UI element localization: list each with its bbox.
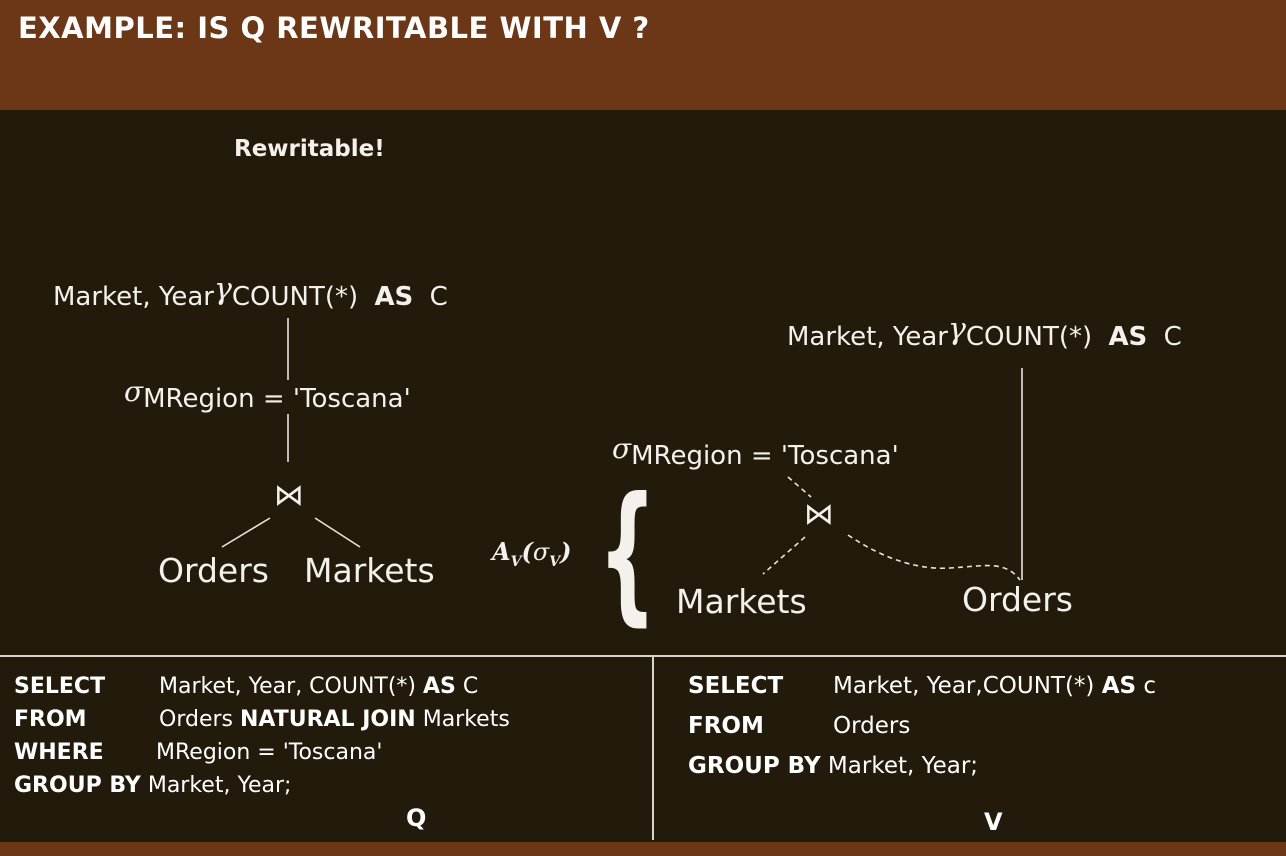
- query-v-row: SELECT Market, Year,COUNT(*) AS c: [688, 673, 1278, 713]
- label-close: ): [560, 537, 572, 566]
- query-v-panel: SELECT Market, Year,COUNT(*) AS c FROM O…: [688, 673, 1278, 793]
- right-group-alias: C: [1163, 322, 1182, 352]
- query-q-label: Q: [406, 804, 427, 832]
- right-group-agg: COUNT(*): [965, 322, 1093, 352]
- query-v-label: V: [984, 808, 1003, 836]
- right-group-as: AS: [1108, 322, 1148, 352]
- right-group-node: Market, YearγCOUNT(*) AS C: [787, 312, 1182, 353]
- av-sigma-label: AV(σV): [492, 537, 571, 570]
- left-join-symbol: ⋈: [274, 478, 304, 513]
- left-edge-join-orders: [221, 517, 271, 548]
- sql-keyword-inline: AS: [1101, 673, 1137, 699]
- right-select-cond: MRegion = 'Toscana': [631, 441, 899, 471]
- title-bar: EXAMPLE: IS Q REWRITABLE WITH V ?: [0, 0, 1286, 110]
- sql-clause: GROUP BY Market, Year;: [14, 773, 291, 798]
- query-q-row: GROUP BY Market, Year;: [14, 773, 644, 806]
- label-open: (: [521, 537, 533, 566]
- right-edge-select-join: [787, 476, 812, 498]
- query-q-row: WHERE MRegion = 'Toscana': [14, 740, 644, 773]
- left-select-cond: MRegion = 'Toscana': [143, 384, 411, 414]
- sql-clause: Market, Year,COUNT(*) AS c: [833, 673, 1156, 699]
- sql-text: Market, Year,COUNT(*): [833, 673, 1102, 699]
- right-join-symbol: ⋈: [804, 497, 834, 532]
- sql-keyword-inline: AS: [423, 674, 456, 699]
- query-q-row: SELECT Market, Year, COUNT(*) AS C: [14, 674, 644, 707]
- sql-text: Market, Year, COUNT(*): [159, 674, 424, 699]
- sql-text: Market, Year;: [820, 753, 979, 779]
- sql-keyword: FROM: [688, 713, 764, 739]
- sql-text: Orders: [833, 713, 911, 739]
- sql-text: Market, Year;: [140, 773, 292, 798]
- query-q-panel: SELECT Market, Year, COUNT(*) AS C FROM …: [14, 674, 644, 806]
- label-sigma: σ: [532, 538, 550, 566]
- label-sigma-sub: V: [549, 553, 561, 570]
- curly-brace: {: [598, 466, 657, 640]
- left-select-node: σMRegion = 'Toscana': [124, 375, 411, 414]
- sql-keyword: GROUP BY: [14, 773, 141, 798]
- sql-text-tail: Markets: [415, 707, 510, 732]
- sql-text-tail: C: [455, 674, 479, 699]
- sigma-symbol: σ: [612, 432, 632, 465]
- label-a: A: [492, 537, 511, 566]
- left-orders-leaf: Orders: [158, 551, 269, 590]
- rewritable-label: Rewritable!: [234, 136, 385, 162]
- footer-bar: [0, 842, 1286, 856]
- right-edge-join-orders: [847, 534, 1021, 581]
- left-group-node: Market, YearγCOUNT(*) AS C: [53, 272, 448, 313]
- left-group-alias: C: [429, 282, 448, 312]
- gamma-symbol: γ: [947, 312, 966, 347]
- sql-keyword: FROM: [14, 707, 87, 732]
- slide-title: EXAMPLE: IS Q REWRITABLE WITH V ?: [18, 11, 650, 45]
- sigma-symbol: σ: [124, 375, 144, 408]
- sql-clause: Market, Year, COUNT(*) AS C: [159, 674, 478, 699]
- sql-text: MRegion = 'Toscana': [156, 740, 383, 765]
- left-markets-leaf: Markets: [304, 551, 435, 590]
- left-group-attrs: Market, Year: [53, 282, 214, 312]
- vertical-divider: [652, 656, 654, 840]
- right-edge-join-markets: [762, 536, 806, 575]
- query-q-row: FROM Orders NATURAL JOIN Markets: [14, 707, 644, 740]
- query-v-row: FROM Orders: [688, 713, 1278, 753]
- right-markets-leaf: Markets: [676, 582, 807, 621]
- label-a-sub: V: [510, 553, 522, 570]
- sql-keyword: WHERE: [14, 740, 104, 765]
- sql-clause: Orders NATURAL JOIN Markets: [159, 707, 510, 732]
- right-select-node: σMRegion = 'Toscana': [612, 432, 899, 471]
- sql-text: Orders: [159, 707, 240, 732]
- left-group-as: AS: [374, 282, 414, 312]
- sql-keyword: GROUP BY: [688, 753, 821, 779]
- sql-keyword: SELECT: [14, 674, 106, 699]
- right-group-attrs: Market, Year: [787, 322, 948, 352]
- sql-text-tail: c: [1136, 673, 1157, 699]
- left-edge-join-markets: [314, 517, 361, 548]
- sql-keyword-inline: NATURAL JOIN: [239, 707, 416, 732]
- right-orders-leaf: Orders: [962, 580, 1073, 619]
- sql-keyword: SELECT: [688, 673, 784, 699]
- horizontal-divider: [0, 655, 1286, 657]
- left-group-agg: COUNT(*): [231, 282, 359, 312]
- gamma-symbol: γ: [213, 272, 232, 307]
- query-v-row: GROUP BY Market, Year;: [688, 753, 1278, 793]
- sql-clause: GROUP BY Market, Year;: [688, 753, 978, 779]
